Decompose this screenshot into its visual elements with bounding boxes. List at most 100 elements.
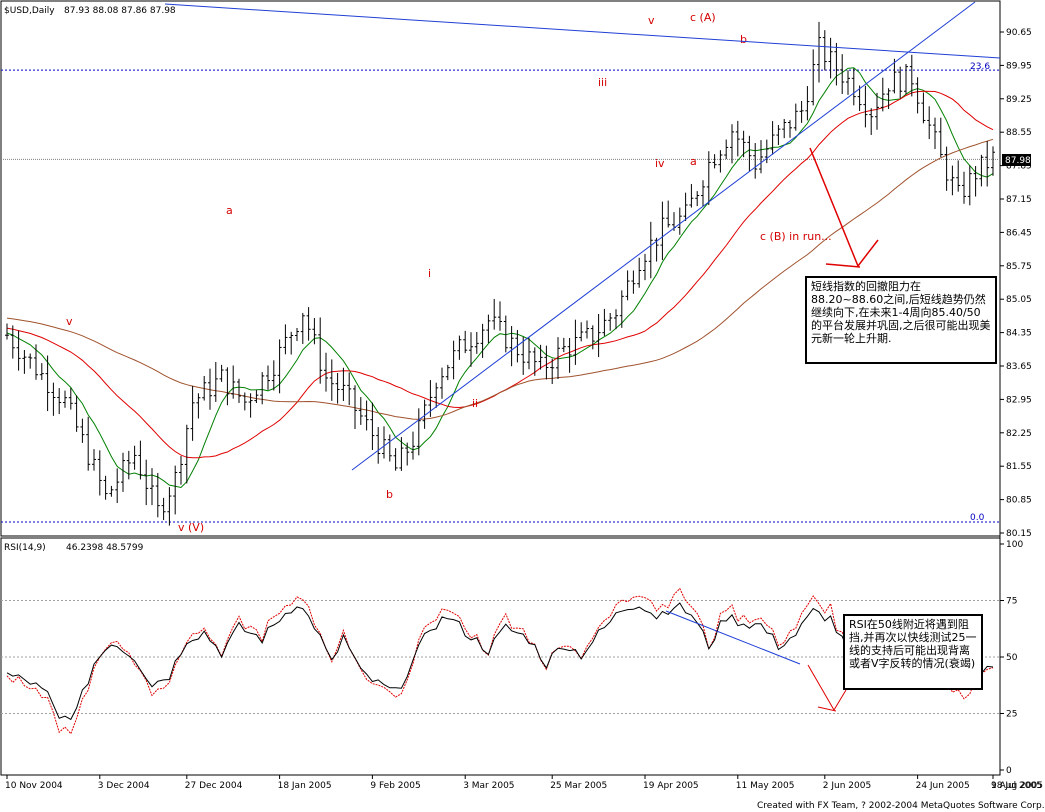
price-ytick-label: 80.15: [1006, 529, 1032, 539]
price-bar: [909, 54, 914, 97]
symbol-label: $USD,Daily: [4, 6, 55, 16]
rsi-area: [6, 587, 994, 735]
price-bar: [666, 200, 671, 228]
price-bar: [556, 337, 560, 380]
price-bar: [121, 452, 125, 492]
price-bar: [231, 365, 236, 399]
price-bar: [550, 358, 555, 384]
price-bar: [387, 434, 392, 462]
x-axis: 10 Nov 2004 3 Dec 2004 27 Dec 2004 18 Jan 2…: [5, 775, 1043, 791]
price-bar: [979, 154, 984, 187]
price-ytick-label: 82.25: [1006, 429, 1032, 439]
price-bar: [822, 30, 827, 71]
price-bar: [782, 118, 787, 139]
price-ytick-label: 81.55: [1006, 462, 1032, 472]
price-bar: [22, 350, 27, 374]
price-bar: [202, 375, 207, 401]
price-bar: [747, 135, 752, 172]
price-bar: [776, 125, 781, 146]
price-bar: [16, 330, 21, 371]
x-tick-label: 3 Mar 2005: [463, 781, 514, 791]
ohlc-values: 87.93 88.08 87.86 87.98: [64, 6, 176, 16]
price-bar: [28, 353, 33, 369]
rsi-trendline: [665, 610, 801, 665]
price-bar: [208, 368, 212, 410]
wave-label-ii: ii: [472, 397, 478, 410]
price-bar: [474, 332, 479, 354]
wave-label-v-left: v: [66, 315, 73, 328]
price-bar: [457, 335, 462, 360]
price-bar: [80, 418, 85, 443]
price-bar: [857, 85, 862, 111]
price-bar: [991, 146, 995, 176]
price-bar: [608, 312, 613, 331]
price-bar: [579, 322, 584, 342]
price-bar: [184, 424, 189, 484]
rsi-annotation-box: RSI在50线附近将遇到阻挡,并再次以快线测试25一线的支持后可能出现背离或者V…: [843, 614, 983, 690]
price-bar: [45, 355, 50, 412]
price-bar: [985, 141, 990, 187]
price-bar: [921, 92, 926, 124]
price-bar: [248, 393, 253, 418]
wave-label-b-top: b: [740, 33, 747, 46]
fib-label-23-6: 23.6: [970, 62, 990, 72]
price-ytick-label: 84.35: [1006, 329, 1032, 339]
price-bar: [567, 337, 572, 373]
price-bar: [399, 437, 404, 471]
forecast-arrow: [809, 147, 879, 268]
price-bar: [927, 106, 932, 140]
price-bar: [277, 339, 282, 394]
wave-label-i: i: [428, 267, 431, 280]
price-bar: [376, 427, 381, 464]
price-bar: [712, 154, 717, 169]
price-bar: [805, 86, 810, 121]
price-bar: [880, 77, 885, 112]
rsi-line: [6, 602, 994, 721]
wave-label-v-V: v (V): [178, 521, 204, 534]
price-bar: [724, 139, 729, 160]
x-tick-label: 9 Feb 2005: [370, 781, 420, 791]
price-ytick-label: 87.85: [1006, 162, 1032, 172]
price-bar: [97, 450, 102, 496]
price-bar: [764, 139, 769, 164]
wave-label-v-top: v: [648, 14, 655, 27]
x-tick-label: 3 Dec 2004: [98, 781, 150, 791]
price-bar: [967, 165, 972, 206]
price-bar: [318, 317, 323, 384]
price-ytick-label: 82.95: [1006, 395, 1032, 405]
price-bar: [834, 42, 839, 86]
price-bar: [933, 117, 937, 149]
price-bar: [498, 301, 502, 331]
price-bar: [799, 101, 804, 123]
price-bar: [660, 201, 665, 261]
price-bar: [283, 324, 288, 355]
last-price-tag: [1002, 154, 1031, 166]
price-grid: 90.65 89.95 89.25 88.55 87.85 87.15 86.45 85.75…: [1, 28, 1032, 539]
ma-line: [6, 67, 994, 489]
wave-label-c-a: c (A): [690, 11, 716, 24]
price-bar: [695, 191, 700, 207]
price-panel-frame: [0, 0, 1001, 537]
price-bar: [161, 497, 166, 521]
price-bar: [51, 382, 56, 416]
price-bar: [689, 184, 694, 208]
x-tick-label: 11 May 2005: [736, 781, 795, 791]
price-bar: [956, 160, 961, 192]
price-ytick-label: 89.25: [1006, 95, 1032, 105]
wave-label-iv: iv: [655, 157, 665, 170]
price-bar: [393, 448, 398, 471]
price-bar: [57, 388, 62, 415]
price-bar: [631, 270, 636, 294]
rsi-ytick-label: 75: [1006, 597, 1017, 607]
price-bar: [492, 298, 497, 330]
price-bar: [619, 290, 624, 328]
price-bar: [254, 390, 259, 403]
price-bar: [173, 465, 178, 515]
price-bar: [86, 416, 91, 471]
price-bar: [445, 364, 450, 381]
price-bar: [237, 378, 241, 404]
rsi-ytick-label: 50: [1006, 653, 1018, 663]
price-bar: [5, 323, 9, 340]
price-bar: [92, 449, 96, 471]
price-bar: [840, 54, 845, 94]
